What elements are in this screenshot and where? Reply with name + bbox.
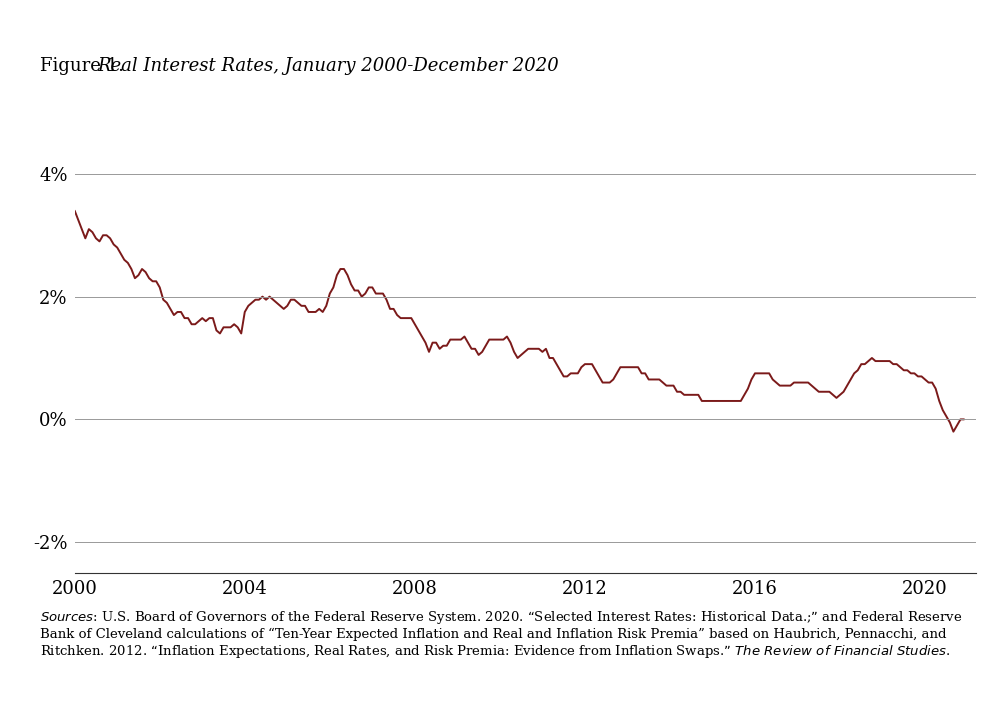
Text: $\it{Sources}$: U.S. Board of Governors of the Federal Reserve System. 2020. “Se: $\it{Sources}$: U.S. Board of Governors … [40,609,962,660]
Text: Figure 1.: Figure 1. [40,57,129,75]
Text: Real Interest Rates, January 2000-December 2020: Real Interest Rates, January 2000-Decemb… [98,57,560,75]
